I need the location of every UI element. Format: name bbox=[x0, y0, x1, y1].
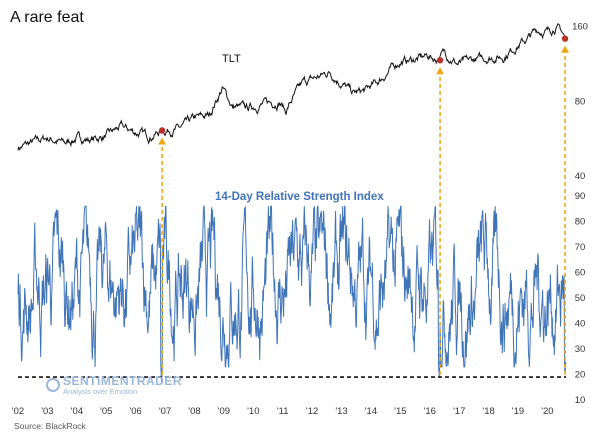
tlt-signal-marker bbox=[158, 127, 166, 134]
tlt-series-label: TLT bbox=[222, 53, 241, 65]
x-tick-label: '09 bbox=[218, 406, 230, 417]
rsi-y-tick-label: 60 bbox=[575, 268, 586, 279]
x-tick-label: '07 bbox=[159, 406, 171, 417]
x-tick-label: '10 bbox=[247, 406, 259, 417]
tlt-y-tick-label: 160 bbox=[572, 22, 588, 33]
chart-title: A rare feat bbox=[10, 9, 84, 26]
tlt-y-tick-label: 80 bbox=[575, 96, 586, 107]
tlt-price-line bbox=[17, 23, 566, 151]
x-tick-label: '17 bbox=[453, 406, 465, 417]
watermark-tagline: Analysis over Emotion bbox=[63, 387, 137, 396]
signal-arrow-head bbox=[561, 45, 570, 53]
watermark-name: SENTIMENTRADER bbox=[63, 374, 182, 388]
rsi-y-tick-label: 10 bbox=[575, 395, 586, 406]
rsi-series-label: 14-Day Relative Strength Index bbox=[215, 191, 384, 203]
x-tick-label: '18 bbox=[482, 406, 494, 417]
x-tick-label: '15 bbox=[394, 406, 406, 417]
rsi-panel: 10 20 30 40 50 60 70 80 90 14-Day Relative Stren… bbox=[17, 191, 586, 406]
signal-markers bbox=[158, 35, 569, 134]
x-tick-label: '20 bbox=[541, 406, 553, 417]
sentimentrader-watermark: SENTIMENTRADER Analysis over Emotion bbox=[46, 374, 182, 396]
rsi-y-tick-label: 30 bbox=[575, 344, 586, 355]
x-axis: '02 '03 '04 '05 '06 '07 '08 '09 '10 '11 '12 '13 '14 '… bbox=[12, 406, 554, 417]
tlt-panel: 40 80 160 TLT bbox=[17, 22, 588, 182]
source-note: Source: BlackRock bbox=[14, 421, 87, 431]
x-tick-label: '13 bbox=[335, 406, 347, 417]
signal-arrow-head bbox=[436, 67, 445, 75]
signal-arrow-head bbox=[158, 137, 167, 145]
x-tick-label: '05 bbox=[100, 406, 112, 417]
signal-arrows bbox=[158, 45, 570, 376]
rsi-y-tick-label: 70 bbox=[575, 242, 586, 253]
x-tick-label: '16 bbox=[424, 406, 436, 417]
rsi-y-axis: 10 20 30 40 50 60 70 80 90 bbox=[575, 191, 586, 406]
rsi-line bbox=[17, 205, 567, 384]
x-tick-label: '06 bbox=[129, 406, 141, 417]
tlt-y-axis: 40 80 160 bbox=[572, 22, 588, 182]
tlt-y-tick-label: 40 bbox=[575, 171, 586, 182]
rsi-y-tick-label: 20 bbox=[575, 370, 586, 381]
rsi-y-tick-label: 80 bbox=[575, 217, 586, 228]
watermark-logo-icon bbox=[46, 378, 60, 392]
x-tick-label: '08 bbox=[188, 406, 200, 417]
tlt-signal-marker bbox=[436, 57, 444, 64]
x-tick-label: '02 bbox=[12, 406, 24, 417]
x-tick-label: '04 bbox=[71, 406, 83, 417]
rsi-y-tick-label: 90 bbox=[575, 191, 586, 202]
x-tick-label: '03 bbox=[41, 406, 53, 417]
x-tick-label: '12 bbox=[306, 406, 318, 417]
x-tick-label: '19 bbox=[512, 406, 524, 417]
x-tick-label: '14 bbox=[365, 406, 377, 417]
tlt-signal-marker bbox=[561, 35, 569, 42]
rsi-y-tick-label: 40 bbox=[575, 319, 586, 330]
rsi-y-tick-label: 50 bbox=[575, 293, 586, 304]
x-tick-label: '11 bbox=[277, 406, 289, 417]
